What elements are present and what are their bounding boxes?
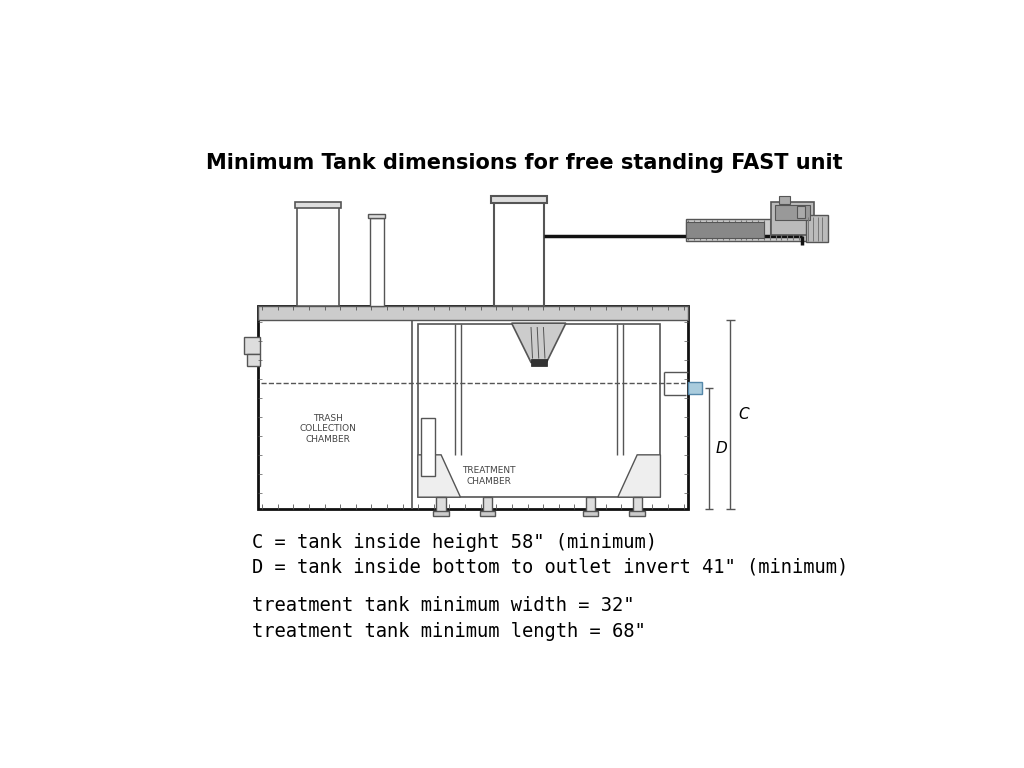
Bar (771, 201, 814, 235)
Bar (370, 217, 384, 306)
Bar (686, 221, 764, 238)
Bar (258, 306, 687, 508)
Bar (806, 215, 827, 243)
Bar (779, 196, 790, 204)
Text: D = tank inside bottom to outlet invert 41" (minimum): D = tank inside bottom to outlet invert … (252, 558, 848, 576)
Text: C = tank inside height 58" (minimum): C = tank inside height 58" (minimum) (252, 532, 657, 551)
Text: Minimum Tank dimensions for free standing FAST unit: Minimum Tank dimensions for free standin… (207, 153, 843, 173)
Bar (258, 306, 687, 320)
Polygon shape (418, 455, 461, 497)
Bar (490, 196, 547, 203)
Bar (421, 418, 435, 475)
Text: C: C (738, 407, 749, 422)
Bar (686, 219, 810, 241)
Bar (630, 511, 645, 515)
Text: TREATMENT
CHAMBER: TREATMENT CHAMBER (463, 466, 516, 486)
Bar (633, 497, 642, 514)
Bar (248, 354, 260, 366)
Bar (433, 511, 449, 515)
Bar (494, 201, 544, 306)
Bar (480, 511, 496, 515)
Polygon shape (617, 455, 660, 497)
Bar (483, 497, 493, 514)
Polygon shape (512, 323, 566, 362)
Text: treatment tank minimum width = 32": treatment tank minimum width = 32" (252, 596, 635, 614)
Bar (583, 511, 598, 515)
Text: treatment tank minimum length = 68": treatment tank minimum length = 68" (252, 622, 646, 641)
Bar (297, 206, 339, 306)
Bar (369, 214, 385, 218)
Bar (295, 201, 341, 207)
Bar (687, 382, 701, 394)
Bar (586, 497, 595, 514)
Text: TRASH
COLLECTION
CHAMBER: TRASH COLLECTION CHAMBER (299, 414, 356, 444)
Bar (531, 359, 547, 366)
Bar (775, 204, 810, 220)
Bar (436, 497, 445, 514)
Bar (797, 206, 805, 217)
Text: D: D (716, 441, 727, 455)
Bar (245, 337, 260, 354)
Bar (418, 324, 660, 497)
